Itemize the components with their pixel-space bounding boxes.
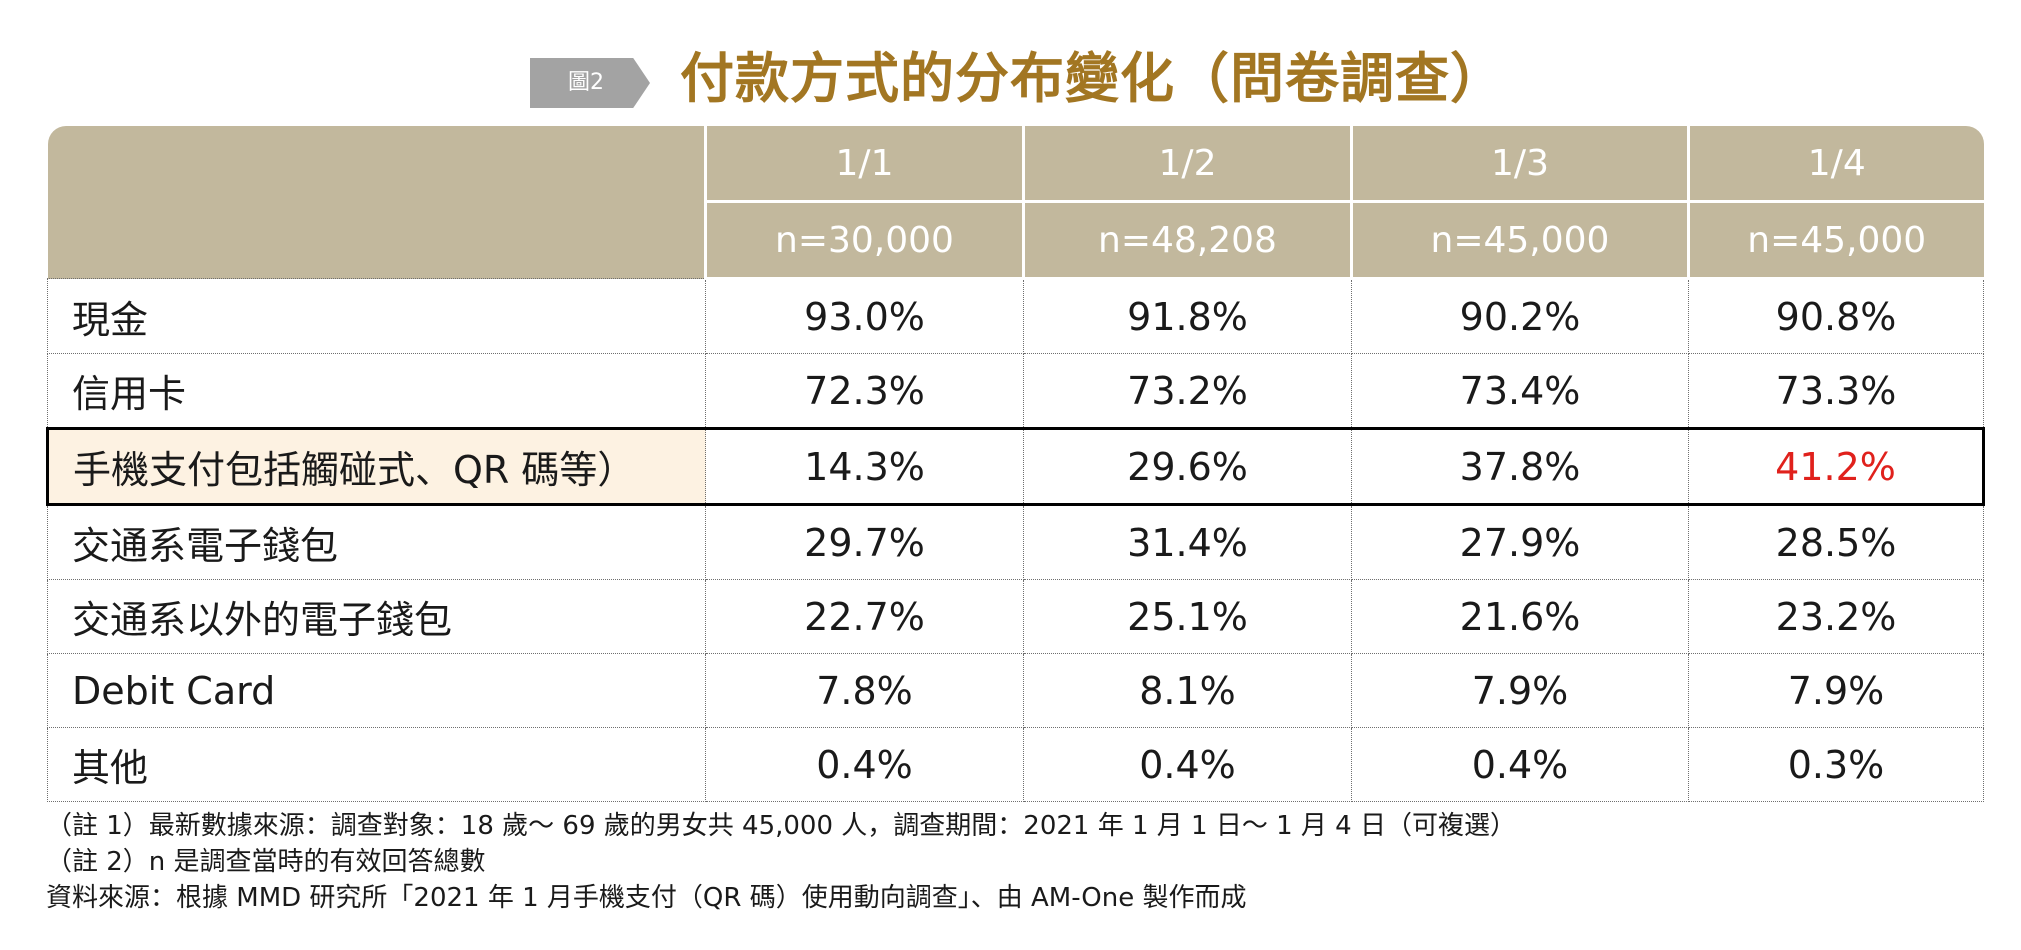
row-label: 信用卡 bbox=[47, 353, 706, 429]
table-cell: 7.9% bbox=[1351, 653, 1689, 728]
header-row-sample-size: n=30,000 n=48,208 n=45,000 n=45,000 bbox=[48, 201, 1984, 280]
table-cell: 90.8% bbox=[1688, 278, 1984, 354]
column-header-n: n=45,000 bbox=[1350, 201, 1689, 280]
row-label: 交通系電子錢包 bbox=[47, 504, 706, 580]
table-cell: 21.6% bbox=[1351, 579, 1689, 654]
table-row-highlighted: 手機支付包括觸碰式、QR 碼等） 14.3% 29.6% 37.8% 41.2% bbox=[46, 427, 1985, 506]
table-cell: 73.2% bbox=[1023, 353, 1352, 429]
chart-title: 付款方式的分布變化（問卷調查） bbox=[680, 46, 1505, 110]
table-cell: 37.8% bbox=[1351, 427, 1689, 506]
table-row: 現金 93.0% 91.8% 90.2% 90.8% bbox=[47, 278, 1984, 354]
table-cell: 7.8% bbox=[705, 653, 1024, 728]
data-table-container: 1/1 1/2 1/3 1/4 n=30,000 n=48,208 n=45,0… bbox=[46, 126, 1985, 802]
column-header-date: 1/3 bbox=[1350, 126, 1689, 203]
table-cell: 8.1% bbox=[1023, 653, 1352, 728]
table-cell: 25.1% bbox=[1023, 579, 1352, 654]
table-cell: 14.3% bbox=[705, 427, 1024, 506]
source-note: 資料來源：根據 MMD 研究所「2021 年 1 月手機支付（QR 碼）使用動向… bbox=[46, 883, 1247, 913]
table-cell: 73.4% bbox=[1351, 353, 1689, 429]
table-cell: 29.6% bbox=[1023, 427, 1352, 506]
figure-tag: 圖2 bbox=[530, 58, 650, 108]
table-row: 其他 0.4% 0.4% 0.4% 0.3% bbox=[47, 727, 1984, 802]
footnotes: （註 1）最新數據來源：調查對象：18 歲～ 69 歲的男女共 45,000 人… bbox=[46, 808, 1516, 916]
footnote: （註 1）最新數據來源：調查對象：18 歲～ 69 歲的男女共 45,000 人… bbox=[46, 811, 1516, 841]
table-cell: 73.3% bbox=[1688, 353, 1984, 429]
table-cell: 0.4% bbox=[1023, 727, 1352, 802]
table-cell: 7.9% bbox=[1688, 653, 1984, 728]
table-cell: 72.3% bbox=[705, 353, 1024, 429]
row-label: 交通系以外的電子錢包 bbox=[47, 579, 706, 654]
table-cell: 93.0% bbox=[705, 278, 1024, 354]
row-label: 其他 bbox=[47, 727, 706, 802]
table-cell: 91.8% bbox=[1023, 278, 1352, 354]
header-row-dates: 1/1 1/2 1/3 1/4 bbox=[47, 126, 1984, 279]
table-cell: 31.4% bbox=[1023, 504, 1352, 580]
row-label: 手機支付包括觸碰式、QR 碼等） bbox=[46, 427, 706, 506]
row-label: 現金 bbox=[47, 278, 706, 354]
column-header-date: 1/4 bbox=[1687, 126, 1984, 203]
column-header-date: 1/2 bbox=[1022, 126, 1352, 203]
table-row: 信用卡 72.3% 73.2% 73.4% 73.3% bbox=[47, 353, 1984, 429]
table-cell: 22.7% bbox=[705, 579, 1024, 654]
table-cell: 27.9% bbox=[1351, 504, 1689, 580]
column-header-n: n=45,000 bbox=[1687, 201, 1984, 280]
table-cell: 0.3% bbox=[1688, 727, 1984, 802]
table-row: Debit Card 7.8% 8.1% 7.9% 7.9% bbox=[47, 653, 1984, 728]
table-cell: 90.2% bbox=[1351, 278, 1689, 354]
table-cell: 0.4% bbox=[1351, 727, 1689, 802]
data-table: 1/1 1/2 1/3 1/4 n=30,000 n=48,208 n=45,0… bbox=[46, 126, 1985, 802]
table-cell-highlighted-value: 41.2% bbox=[1688, 427, 1985, 506]
column-header-n: n=30,000 bbox=[704, 201, 1024, 280]
row-label: Debit Card bbox=[47, 653, 706, 728]
table-cell: 23.2% bbox=[1688, 579, 1984, 654]
table-row: 交通系電子錢包 29.7% 31.4% 27.9% 28.5% bbox=[47, 504, 1984, 580]
table-cell: 28.5% bbox=[1688, 504, 1984, 580]
table-row: 交通系以外的電子錢包 22.7% 25.1% 21.6% 23.2% bbox=[47, 579, 1984, 654]
footnote: （註 2）n 是調查當時的有效回答總數 bbox=[46, 847, 486, 877]
column-header-n: n=48,208 bbox=[1022, 201, 1352, 280]
column-header-date: 1/1 bbox=[704, 126, 1024, 203]
table-cell: 0.4% bbox=[705, 727, 1024, 802]
header-corner bbox=[47, 126, 706, 279]
table-cell: 29.7% bbox=[705, 504, 1024, 580]
